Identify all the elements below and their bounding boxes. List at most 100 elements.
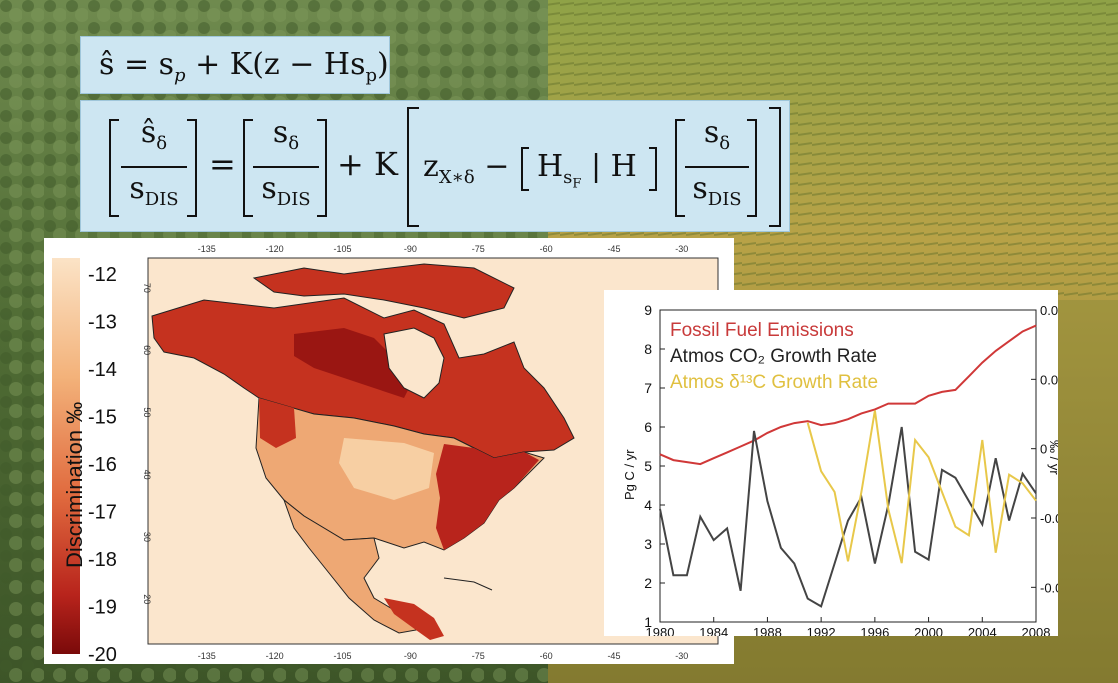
map-y-tick: 60 — [142, 345, 152, 355]
eq-sub: p — [174, 65, 186, 86]
y2-tick-label: -0.04 — [1040, 511, 1058, 526]
region-central-america — [384, 598, 444, 640]
lhs-numerator: ŝδ — [140, 115, 168, 154]
growth-rate-chart: 1 2 3 4 5 6 7 8 9 0.08 0.04 0 -0.04 -0.08 1980 1984 19… — [622, 302, 1070, 640]
y-tick-label: 8 — [644, 341, 652, 357]
eq-equals: = — [123, 47, 150, 82]
colorbar-tick-label: -19 — [88, 597, 117, 619]
y2-tick-label: -0.08 — [1040, 580, 1058, 595]
y2-tick-label: 0 — [1040, 442, 1047, 457]
eq-close: ) — [377, 47, 389, 82]
map-x-tick-top: -60 — [540, 244, 553, 254]
y2-tick-label: 0.08 — [1040, 303, 1058, 318]
bracket-left — [243, 119, 253, 217]
series-atmos-d13c-growth-rate — [806, 410, 1037, 564]
eq2-equals: = — [209, 145, 236, 183]
bracket-right — [187, 119, 197, 217]
colorbar-tick-label: -16 — [88, 454, 117, 476]
colorbar-label: Discrimination ‰ — [62, 402, 87, 568]
region-pacific-northwest — [259, 398, 296, 448]
eq-hat-s: ŝ — [99, 47, 115, 82]
fraction-bar — [121, 166, 187, 168]
x-tick-label: 2004 — [968, 625, 997, 636]
y-tick-label: 6 — [644, 419, 652, 435]
map-x-tick-bottom: -75 — [472, 651, 485, 661]
x-tick-label: 1996 — [860, 625, 889, 636]
y-tick-label: 3 — [644, 536, 652, 552]
discrimination-map-panel: -12 -13 -14 -15 -16 -17 -18 -19 -20 Discriminati… — [44, 238, 734, 666]
colorbar-tick-label: -17 — [88, 502, 117, 524]
region-cuba — [443, 577, 493, 591]
map-y-tick: 50 — [142, 407, 152, 417]
map-y-tick: 20 — [142, 594, 152, 604]
r-numerator: sδ — [703, 115, 731, 154]
legend-co2: Atmos CO₂ Growth Rate — [670, 346, 877, 367]
eq-s: s — [158, 47, 175, 82]
colorbar-tick-label: -14 — [88, 359, 117, 381]
eq-sub: p — [365, 65, 378, 86]
x-tick-label: 2008 — [1022, 625, 1051, 636]
map-x-tick-top: -30 — [675, 244, 688, 254]
x-tick-label: 1984 — [699, 625, 728, 636]
kalman-equation-box: ŝ = sp + K(z − Hsp) — [80, 36, 390, 94]
map-y-tick: 70 — [142, 283, 152, 293]
big-bracket-left — [407, 107, 419, 227]
region-hudson-bay — [383, 327, 445, 399]
x-tick-label: 1992 — [807, 625, 836, 636]
legend-fossil: Fossil Fuel Emissions — [670, 320, 854, 341]
eq2-minus: − — [484, 149, 510, 184]
series-fossil-fuel-emissions — [659, 324, 1037, 466]
region-corn-belt — [339, 438, 434, 500]
x-tick-label: 1988 — [753, 625, 782, 636]
legend-d13c: Atmos δ¹³C Growth Rate — [670, 372, 878, 393]
land-regions — [151, 263, 575, 640]
map-x-tick-bottom: -90 — [404, 651, 417, 661]
map-x-tick-bottom: -105 — [334, 651, 352, 661]
region-arctic-islands — [252, 263, 515, 319]
map-x-tick-bottom: -135 — [198, 651, 216, 661]
map-y-tick: 40 — [142, 470, 152, 480]
rhs-denominator: sDIS — [261, 171, 311, 210]
y-tick-label: 7 — [644, 380, 652, 396]
joint-kalman-equation-box: ŝδ sDIS = sδ sDIS + K zX∗δ − HsF | H sδ … — [80, 100, 790, 232]
bracket-left — [109, 119, 119, 217]
lhs-denominator: sDIS — [129, 171, 179, 210]
bracket-right — [649, 147, 657, 191]
bracket-right — [317, 119, 327, 217]
y-tick-label: 4 — [644, 497, 652, 513]
colorbar-tick-label: -12 — [88, 264, 117, 286]
fraction-bar — [253, 166, 319, 168]
map-x-tick-top: -135 — [198, 244, 216, 254]
y-axis-label: Pg C / yr — [622, 449, 637, 500]
bracket-left — [521, 147, 529, 191]
map-x-tick-bottom: -30 — [675, 651, 688, 661]
colorbar — [52, 258, 80, 654]
colorbar-tick-label: -18 — [88, 549, 117, 571]
y2-axis-label: ‰ / yr — [1047, 440, 1058, 475]
map-x-tick-bottom: -120 — [266, 651, 284, 661]
eq-plus-k: + K(z − Hs — [195, 47, 366, 82]
rhs-numerator: sδ — [272, 115, 300, 154]
growth-rate-chart-panel: 1 2 3 4 5 6 7 8 9 0.08 0.04 0 -0.04 -0.08 1980 1984 19… — [604, 290, 1070, 640]
map-x-tick-top: -105 — [334, 244, 352, 254]
x-tick-label: 2000 — [914, 625, 943, 636]
kalman-equation: ŝ = sp + K(z − Hsp) — [99, 47, 389, 86]
region-canada-north-dark — [294, 328, 414, 398]
r-denominator: sDIS — [692, 171, 742, 210]
eq2-plus-k: + K — [337, 145, 398, 183]
x-tick-label: 1980 — [646, 625, 675, 636]
big-bracket-right — [769, 107, 781, 227]
map-y-tick: 30 — [142, 532, 152, 542]
map-x-tick-top: -90 — [404, 244, 417, 254]
map-x-tick-bottom: -60 — [540, 651, 553, 661]
colorbar-tick-label: -15 — [88, 407, 117, 429]
y-tick-label: 9 — [644, 302, 652, 318]
map-x-tick-top: -45 — [607, 244, 620, 254]
eq2-h-operator: HsF | H — [537, 149, 637, 192]
bracket-right — [747, 119, 757, 217]
y-tick-label: 1 — [644, 614, 652, 630]
y-tick-label: 2 — [644, 575, 652, 591]
bracket-left — [675, 119, 685, 217]
colorbar-tick-label: -20 — [88, 644, 117, 664]
region-eastern-forests — [436, 444, 539, 550]
